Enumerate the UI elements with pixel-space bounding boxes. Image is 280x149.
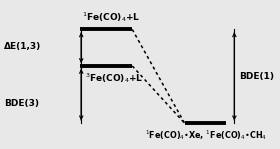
Text: $^{1}$Fe(CO)$_{4}$+L: $^{1}$Fe(CO)$_{4}$+L bbox=[82, 10, 141, 24]
Text: ΔE(1,3): ΔE(1,3) bbox=[4, 42, 41, 51]
Text: $^{3}$Fe(CO)$_{4}$+L: $^{3}$Fe(CO)$_{4}$+L bbox=[85, 71, 144, 85]
Text: $^{1}$Fe(CO)$_{4}$•Xe, $^{1}$Fe(CO)$_{4}$•CH$_{4}$: $^{1}$Fe(CO)$_{4}$•Xe, $^{1}$Fe(CO)$_{4}… bbox=[144, 128, 267, 142]
Text: BDE(3): BDE(3) bbox=[4, 99, 39, 108]
Text: BDE(1): BDE(1) bbox=[240, 72, 275, 81]
